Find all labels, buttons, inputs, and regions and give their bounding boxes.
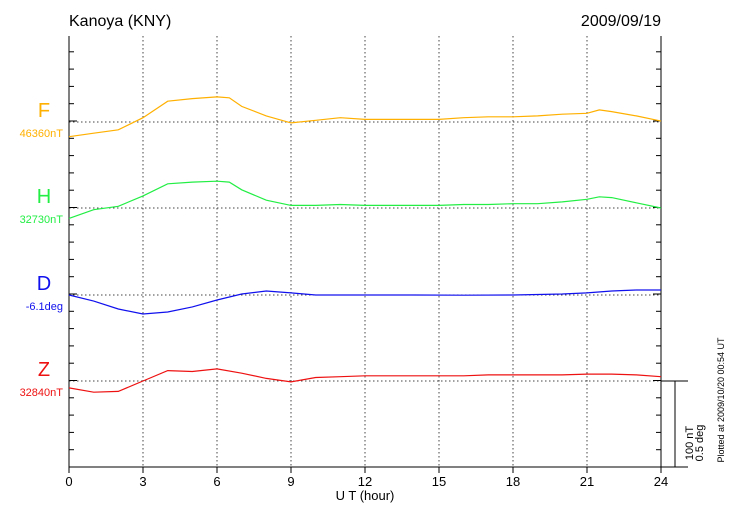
series-name-Z: Z [38,359,50,381]
x-axis-label: U T (hour) [336,488,395,503]
x-tick-label: 0 [65,474,72,489]
series-baseline-D: -6.1deg [26,301,63,313]
series-line-F [68,96,662,138]
series-name-F: F [38,100,50,122]
x-tick-label: 6 [213,474,220,489]
date-title: 2009/09/19 [581,13,661,30]
plotted-timestamp: Plotted at 2009/10/20 00:54 UT [716,337,726,463]
grid [69,36,661,467]
x-tick-label: 18 [506,474,520,489]
x-tick-label: 9 [287,474,294,489]
axes: 0 3 6 9 12 15 18 21 24 [65,36,668,489]
series-baseline-F: 46360nT [20,128,64,140]
x-tick-label: 24 [654,474,668,489]
x-tick-label: 15 [432,474,446,489]
series-line-D [68,289,661,315]
x-tick-label: 12 [358,474,372,489]
series-labels: F 46360nT H 32730nT D -6.1deg Z 32840nT [20,100,64,399]
series-baseline-Z: 32840nT [20,387,64,399]
series-line-Z [68,368,662,393]
scale-nt-label: 100 nT [684,426,696,461]
station-title: Kanoya (KNY) [69,13,171,30]
x-tick-label: 21 [580,474,594,489]
series-name-D: D [37,273,51,295]
series-lines [68,96,662,393]
series-name-H: H [37,186,51,208]
scale-bar: 100 nT 0.5 deg [661,380,706,468]
series-baseline-H: 32730nT [20,214,64,226]
x-tick-label: 3 [139,474,146,489]
series-line-H [68,180,662,219]
scale-deg-label: 0.5 deg [694,425,706,462]
